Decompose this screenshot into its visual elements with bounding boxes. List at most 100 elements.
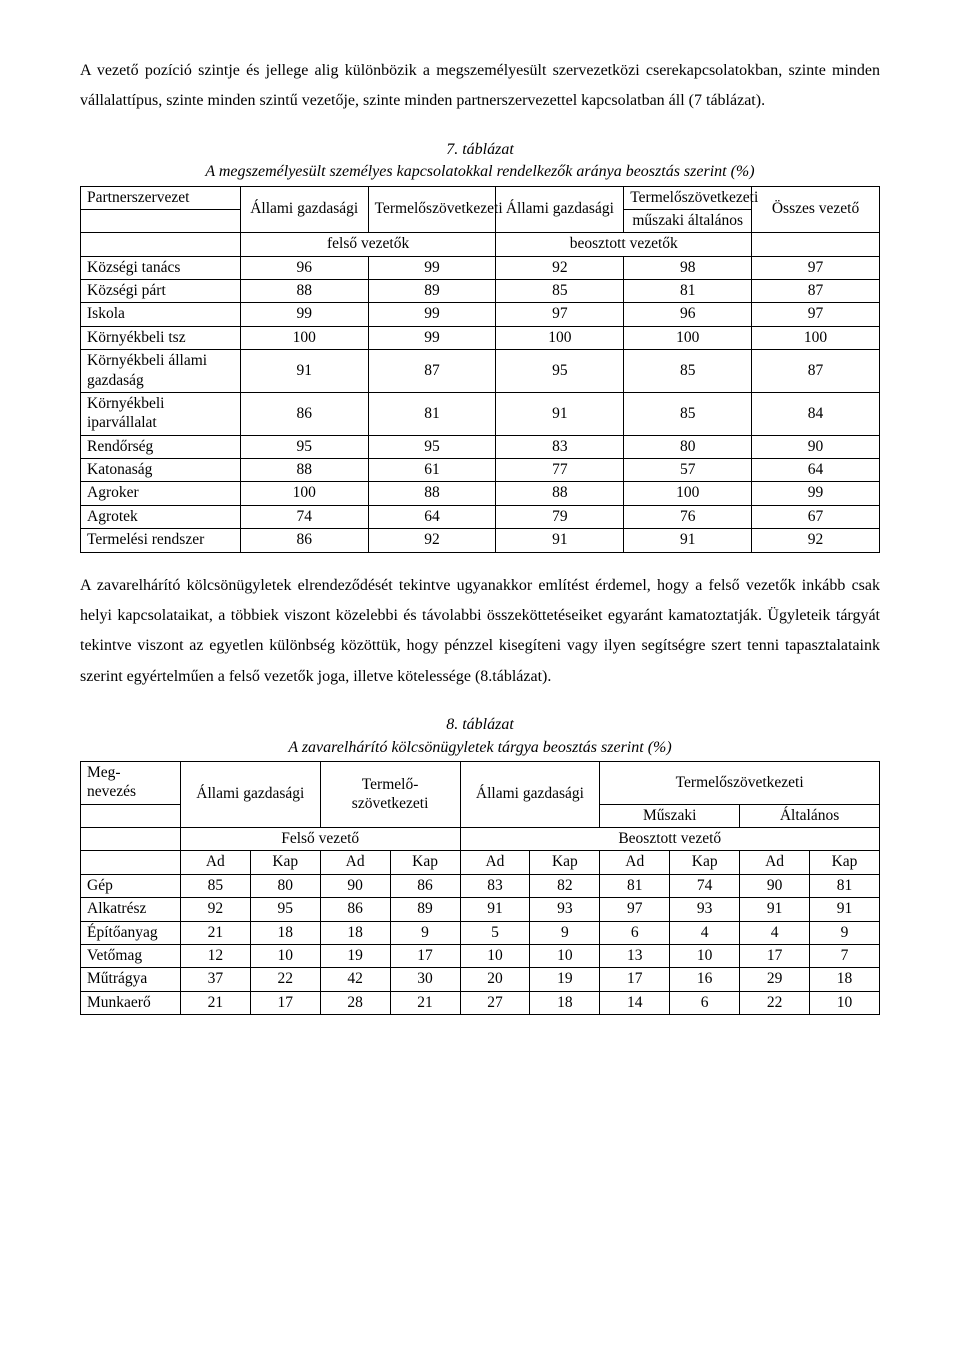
table7-caption: 7. táblázat A megszemélyesült személyes … (80, 139, 880, 184)
table-cell: 79 (496, 505, 624, 528)
table-cell: 100 (624, 482, 752, 505)
table-cell: 76 (624, 505, 752, 528)
table-cell: 81 (368, 392, 496, 435)
table-cell: 22 (250, 968, 320, 991)
table-cell: 96 (240, 256, 368, 279)
table-cell: 83 (496, 435, 624, 458)
table-cell: 18 (530, 991, 600, 1014)
empty (81, 209, 241, 232)
table-cell: 91 (624, 529, 752, 552)
table-cell: 89 (368, 280, 496, 303)
table-cell: 91 (460, 898, 530, 921)
table-cell: 95 (240, 435, 368, 458)
table-cell: 89 (390, 898, 460, 921)
intro-paragraph: A vezető pozíció szintje és jellege alig… (80, 56, 880, 117)
table-cell: 9 (390, 921, 460, 944)
table-cell: 91 (240, 350, 368, 393)
table-cell: 86 (240, 529, 368, 552)
table-cell: 95 (496, 350, 624, 393)
table-cell: 86 (390, 874, 460, 897)
table-cell: 37 (180, 968, 250, 991)
table-cell: 81 (624, 280, 752, 303)
table-cell: 99 (752, 482, 880, 505)
table-cell: 80 (624, 435, 752, 458)
table-cell: 17 (740, 944, 810, 967)
table-cell: 86 (240, 392, 368, 435)
table-cell: 77 (496, 459, 624, 482)
table-cell: 100 (240, 482, 368, 505)
table-cell: 21 (390, 991, 460, 1014)
table-cell: 5 (460, 921, 530, 944)
table-cell: 85 (624, 350, 752, 393)
table-cell: 100 (624, 326, 752, 349)
table-cell: 10 (250, 944, 320, 967)
table-cell: 92 (496, 256, 624, 279)
table-cell: 9 (810, 921, 880, 944)
table-row-label: Rendőrség (81, 435, 241, 458)
table-cell: 18 (250, 921, 320, 944)
header-beosztott: Beosztott vezető (460, 828, 880, 851)
table-row-label: Községi párt (81, 280, 241, 303)
table-cell: 87 (752, 280, 880, 303)
col-megnevezes: Meg-nevezés (81, 761, 181, 804)
table-cell: 85 (180, 874, 250, 897)
table-cell: 18 (320, 921, 390, 944)
table-row-label: Iskola (81, 303, 241, 326)
empty (81, 804, 181, 827)
col-altalanos: Általános (740, 804, 880, 827)
col-allami2: Állami gazdasági (496, 186, 624, 233)
mid-paragraph: A zavarelhárító kölcsönügyletek elrendez… (80, 571, 880, 693)
empty (81, 233, 241, 256)
col-tsz1: Termelő-szövetkezeti (320, 761, 460, 827)
table-row-label: Műtrágya (81, 968, 181, 991)
table-cell: 90 (740, 874, 810, 897)
table-cell: 21 (180, 921, 250, 944)
table-row-label: Környékbeli állami gazdaság (81, 350, 241, 393)
table-cell: 100 (752, 326, 880, 349)
table-cell: 12 (180, 944, 250, 967)
table-cell: 74 (240, 505, 368, 528)
col-tsz1: Termelőszövetkezeti (368, 186, 496, 233)
table8-caption-num: 8. táblázat (80, 714, 880, 736)
table-row-label: Községi tanács (81, 256, 241, 279)
table-cell: 4 (740, 921, 810, 944)
col-allami1: Állami gazdasági (180, 761, 320, 827)
col-kap: Kap (810, 851, 880, 874)
col-ad: Ad (600, 851, 670, 874)
table-row-label: Katonaság (81, 459, 241, 482)
table-cell: 30 (390, 968, 460, 991)
table-cell: 88 (368, 482, 496, 505)
table-cell: 91 (740, 898, 810, 921)
table-cell: 17 (600, 968, 670, 991)
table-cell: 10 (810, 991, 880, 1014)
table-cell: 67 (752, 505, 880, 528)
table-cell: 84 (752, 392, 880, 435)
table-cell: 27 (460, 991, 530, 1014)
col-allami2: Állami gazdasági (460, 761, 600, 827)
table7-caption-num: 7. táblázat (80, 139, 880, 161)
table-cell: 10 (530, 944, 600, 967)
table-cell: 81 (810, 874, 880, 897)
table-cell: 87 (368, 350, 496, 393)
table-cell: 99 (368, 256, 496, 279)
header-felso: Felső vezető (180, 828, 460, 851)
table-cell: 61 (368, 459, 496, 482)
col-kap: Kap (670, 851, 740, 874)
table-cell: 97 (496, 303, 624, 326)
table8-caption: 8. táblázat A zavarelhárító kölcsönügyle… (80, 714, 880, 759)
table-row-label: Környékbeli iparvállalat (81, 392, 241, 435)
empty (752, 233, 880, 256)
col-muszaki: Műszaki (600, 804, 740, 827)
table-row-label: Alkatrész (81, 898, 181, 921)
col-tsz2: Termelőszövetkezeti (624, 186, 752, 209)
table-cell: 97 (752, 303, 880, 326)
table-cell: 88 (240, 459, 368, 482)
table-cell: 20 (460, 968, 530, 991)
table-cell: 82 (530, 874, 600, 897)
col-ad: Ad (180, 851, 250, 874)
table-cell: 13 (600, 944, 670, 967)
table-cell: 74 (670, 874, 740, 897)
table-cell: 100 (496, 326, 624, 349)
table8-caption-title: A zavarelhárító kölcsönügyletek tárgya b… (80, 737, 880, 759)
table-cell: 97 (600, 898, 670, 921)
